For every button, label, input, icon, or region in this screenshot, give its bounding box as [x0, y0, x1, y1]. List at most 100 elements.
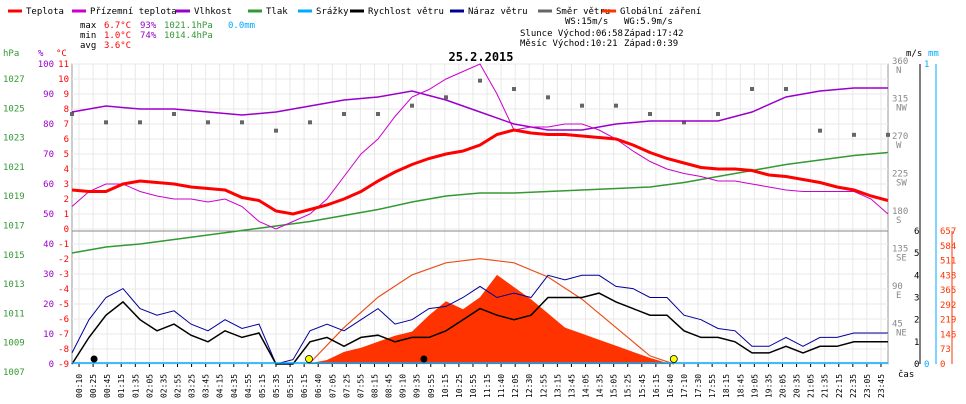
hpa-tick-label: 1009: [3, 339, 25, 349]
x-tick-label: 04:55: [244, 374, 253, 398]
wind-direction-point: [512, 87, 516, 91]
legend-item: Vlhkost: [176, 7, 232, 17]
x-tick-label: 20:35: [793, 374, 802, 398]
stat-avg-label: avg: [80, 41, 96, 51]
pct-tick-label: 0: [49, 360, 54, 370]
degc-header: °C: [56, 49, 67, 59]
direction-tick-value: 270: [892, 132, 908, 142]
x-tick-label: 14:35: [596, 374, 605, 398]
x-tick-label: 18:15: [722, 374, 731, 398]
legend-item: Srážky: [298, 7, 349, 17]
hpa-tick-label: 1025: [3, 104, 25, 114]
wind-speed-tick-label: 3: [914, 294, 919, 304]
wind-direction-point: [172, 112, 176, 116]
x-tick-label: 00:45: [103, 374, 112, 398]
direction-tick-label: S: [896, 216, 901, 226]
legend-item: Teplota: [8, 7, 64, 17]
direction-tick-label: SW: [896, 179, 907, 189]
hpa-tick-label: 1027: [3, 75, 25, 85]
wind-direction-point: [70, 112, 74, 116]
x-tick-label: 09:55: [427, 374, 436, 398]
wind-direction-point: [784, 87, 788, 91]
hpa-tick-label: 1019: [3, 192, 25, 202]
wind-direction-point: [478, 78, 482, 83]
x-tick-label: 02:35: [159, 374, 168, 398]
moonset-marker: [90, 355, 98, 363]
radiation-tick-label: 365: [940, 286, 956, 296]
hpa-tick-label: 1007: [3, 368, 25, 378]
legend-item: Náraz větru: [450, 7, 528, 17]
hpa-tick-label: 1021: [3, 163, 25, 173]
temp-tick-label: -9: [58, 360, 69, 370]
legend-label: Přízemní teplota: [90, 7, 177, 17]
wind-speed-tick-label: 2: [914, 316, 919, 326]
x-tick-label: 23:45: [877, 374, 886, 398]
temp-tick-label: 5: [64, 150, 69, 160]
pressure-line: [71, 151, 889, 254]
direction-tick-value: 45: [892, 320, 903, 330]
stat-avg-temp: 3.6°C: [104, 41, 131, 51]
temp-tick-label: 10: [58, 75, 69, 85]
wind-speed-tick-label: 5: [914, 249, 919, 259]
wind-direction-point: [750, 87, 754, 91]
x-tick-label: 07:05: [328, 374, 337, 398]
x-tick-label: 19:05: [750, 374, 759, 398]
x-tick-label: 03:45: [202, 374, 211, 398]
x-tick-label: 13:45: [567, 374, 576, 398]
stat-min-press: 1014.4hPa: [164, 31, 213, 41]
hpa-tick-label: 1015: [3, 251, 25, 261]
pct-tick-label: 30: [43, 270, 54, 280]
wind-direction-point: [648, 112, 652, 116]
direction-tick-label: NW: [896, 104, 907, 114]
temp-tick-label: 2: [64, 195, 69, 205]
direction-tick-label: N: [896, 66, 901, 76]
x-tick-label: 13:15: [553, 374, 562, 398]
x-tick-label: 16:15: [652, 374, 661, 398]
radiation-area: [306, 274, 674, 364]
direction-tick-label: NE: [896, 329, 907, 339]
pct-tick-label: 90: [43, 90, 54, 100]
x-tick-label: 01:35: [131, 374, 140, 398]
x-tick-label: 16:40: [666, 374, 675, 398]
wind-direction-point: [682, 120, 686, 125]
stat-max-label: max: [80, 21, 97, 31]
x-tick-label: 15:05: [610, 374, 619, 398]
hpa-tick-label: 1011: [3, 309, 25, 319]
temp-tick-label: 6: [64, 135, 69, 145]
x-tick-label: 05:55: [286, 374, 295, 398]
temp-tick-label: 8: [64, 105, 69, 115]
pct-tick-label: 50: [43, 210, 54, 220]
wind-direction-point: [138, 120, 142, 125]
legend-label: Vlhkost: [194, 7, 232, 17]
legend-label: Směr větru: [556, 7, 610, 17]
wind-direction-point: [274, 128, 278, 133]
x-tick-label: 22:35: [849, 374, 858, 398]
radiation-tick-label: 511: [940, 257, 956, 267]
pct-tick-label: 70: [43, 150, 54, 160]
time-axis-label: čas: [898, 369, 914, 380]
stat-wg: WG:5.9m/s: [624, 17, 673, 27]
temp-tick-label: -5: [58, 300, 69, 310]
x-tick-label: 21:35: [821, 374, 830, 398]
pct-tick-label: 10: [43, 330, 54, 340]
x-tick-label: 11:15: [483, 374, 492, 398]
x-tick-label: 18:45: [736, 374, 745, 398]
stat-min-hum: 74%: [140, 31, 157, 41]
temp-tick-label: 7: [64, 120, 69, 130]
x-tick-label: 09:35: [413, 374, 422, 398]
x-tick-label: 10:15: [441, 374, 450, 398]
pct-header: %: [38, 49, 44, 59]
wind-direction-point: [818, 128, 822, 133]
pct-tick-label: 60: [43, 180, 54, 190]
wind-direction-point: [104, 120, 108, 125]
wind-speed-line: [71, 292, 888, 365]
x-tick-label: 05:15: [258, 374, 267, 398]
legend-item: Rychlost větru: [350, 7, 444, 17]
wind-direction-point: [886, 132, 890, 137]
pct-tick-label: 100: [38, 60, 54, 70]
stat-max-rain: 0.0mm: [228, 21, 255, 31]
x-tick-label: 21:05: [807, 374, 816, 398]
wind-direction-point: [580, 103, 584, 108]
radiation-tick-label: 438: [940, 271, 956, 281]
direction-tick-value: 225: [892, 170, 908, 180]
